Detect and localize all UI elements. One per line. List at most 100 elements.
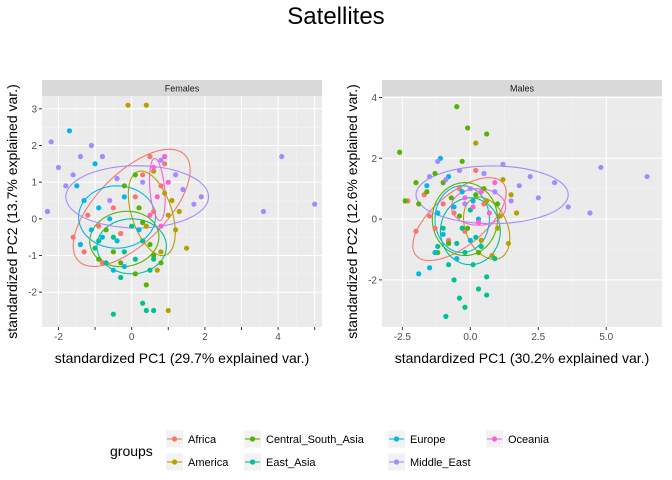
data-point-central-south-asia [473,192,479,198]
strip-males-label: Males [510,84,535,94]
data-point-america [484,198,490,204]
x-ticks-females: -2 0 2 4 [54,327,316,343]
data-point-america [169,197,175,204]
data-point-central-south-asia [416,201,422,207]
legend-key-point [393,459,400,465]
data-point-europe [121,194,127,200]
data-point-europe [136,227,142,233]
data-point-east-asia [454,240,460,247]
data-point-america [125,102,131,108]
data-point-central-south-asia [465,225,471,231]
data-point-africa [451,210,457,216]
data-point-europe [451,204,457,210]
data-point-central-south-asia [103,227,109,233]
data-point-east-asia [121,249,127,255]
data-point-east-asia [118,274,124,281]
data-point-america [478,237,484,243]
data-point-europe [424,183,430,189]
y-tick-label: -2 [28,288,37,299]
data-point-middle-east [587,210,593,216]
data-point-africa [432,225,438,231]
data-point-america [151,168,157,174]
data-point-middle-east [598,164,604,171]
data-point-oceania [147,212,153,218]
data-point-europe [459,189,465,195]
data-point-africa [158,183,164,189]
data-point-america [143,102,149,108]
data-point-east-asia [484,292,490,298]
y-tick-label: 1 [31,178,37,189]
data-point-middle-east [435,158,441,164]
data-point-america [500,176,506,183]
legend-item-label: Central_South_Asia [266,434,365,446]
data-point-central-south-asia [484,131,490,137]
data-point-europe [66,128,73,134]
data-point-africa [413,228,419,234]
data-point-europe [454,256,460,262]
y-tick-label: 0 [371,215,377,226]
data-point-europe [110,267,116,273]
data-point-america [497,213,503,219]
legend-key-point [393,436,400,442]
data-point-america [165,212,171,218]
plot-area-males [382,96,662,327]
ellipse-europe [434,185,490,254]
ellipse-central-south-asia [431,182,499,257]
y-ticks-males: -2 0 2 4 [368,93,382,286]
x-tick-label: -2.5 [394,332,412,343]
data-point-middle-east [462,201,468,207]
data-point-middle-east [456,167,463,174]
ellipse-middle-east [415,165,569,225]
data-point-central-south-asia [413,180,419,186]
data-point-central-south-asia [424,189,430,195]
data-point-europe [470,198,476,204]
points-females [44,102,318,317]
data-point-middle-east [88,142,95,149]
data-point-europe [92,161,98,167]
grid-females [42,96,322,327]
ellipse-africa [412,177,507,262]
data-point-europe [96,205,102,211]
data-point-oceania [478,189,484,195]
data-point-east-asia [96,238,102,244]
data-point-america [165,307,171,314]
ellipse-middle-east [65,165,210,229]
data-point-middle-east [260,208,267,215]
data-point-east-asia [470,262,476,268]
strip-females-bg [42,80,322,96]
data-point-africa [440,201,446,207]
data-point-east-asia [140,238,146,244]
ellipse-central-south-asia [89,210,160,268]
ellipse-europe [78,185,157,249]
data-point-africa [426,213,433,219]
data-point-middle-east [481,170,487,177]
data-point-east-asia [132,256,138,262]
data-point-middle-east [312,201,318,207]
legend-key-point [249,436,256,442]
data-point-middle-east [500,161,506,167]
data-point-america [162,190,168,196]
data-point-central-south-asia [121,183,127,189]
data-point-oceania [470,204,476,210]
data-point-middle-east [516,183,522,189]
data-point-europe [432,249,438,256]
legend-key-point [171,436,178,442]
data-point-central-south-asia [118,260,124,266]
legend-key-point [491,436,498,442]
data-point-europe [440,231,446,237]
data-point-middle-east [467,186,473,192]
data-point-central-south-asia [432,170,438,177]
legend-key-point [249,459,256,465]
data-point-central-south-asia [475,249,482,256]
data-point-europe [121,263,127,270]
legend-item-label: Oceania [508,434,550,446]
legend-key-point [171,459,178,465]
data-point-east-asia [462,304,468,310]
data-point-east-asia [151,307,157,314]
data-point-oceania [158,223,164,229]
ellipse-oceania [148,157,166,222]
data-point-america [154,267,160,273]
data-point-middle-east [63,183,69,189]
data-point-central-south-asia [136,205,142,211]
